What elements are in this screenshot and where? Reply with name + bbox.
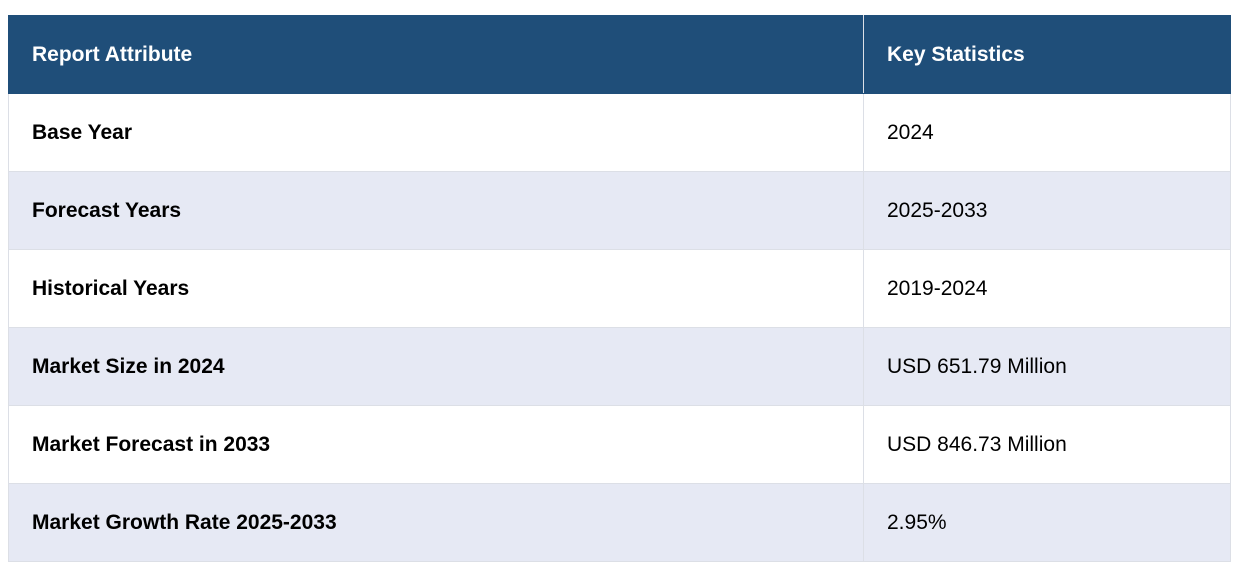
- table-row: Market Size in 2024 USD 651.79 Million: [8, 327, 1231, 406]
- attribute-cell: Historical Years: [8, 249, 864, 328]
- value-cell: 2019-2024: [863, 249, 1231, 328]
- header-row: Report Attribute Key Statistics: [8, 15, 1231, 94]
- table-header: Report Attribute Key Statistics: [8, 15, 1231, 94]
- attribute-cell: Market Forecast in 2033: [8, 405, 864, 484]
- header-key-statistics: Key Statistics: [863, 15, 1231, 94]
- table-row: Market Growth Rate 2025-2033 2.95%: [8, 483, 1231, 562]
- attribute-cell: Market Size in 2024: [8, 327, 864, 406]
- value-cell: 2.95%: [863, 483, 1231, 562]
- table-row: Forecast Years 2025-2033: [8, 171, 1231, 250]
- attribute-cell: Base Year: [8, 93, 864, 172]
- header-report-attribute: Report Attribute: [8, 15, 864, 94]
- table-body: Base Year 2024 Forecast Years 2025-2033 …: [8, 93, 1231, 562]
- value-cell: 2025-2033: [863, 171, 1231, 250]
- value-cell: 2024: [863, 93, 1231, 172]
- value-cell: USD 651.79 Million: [863, 327, 1231, 406]
- report-table-container: Report Attribute Key Statistics Base Yea…: [8, 15, 1231, 562]
- table-row: Market Forecast in 2033 USD 846.73 Milli…: [8, 405, 1231, 484]
- report-statistics-table: Report Attribute Key Statistics Base Yea…: [8, 15, 1231, 562]
- table-row: Historical Years 2019-2024: [8, 249, 1231, 328]
- table-row: Base Year 2024: [8, 93, 1231, 172]
- attribute-cell: Market Growth Rate 2025-2033: [8, 483, 864, 562]
- value-cell: USD 846.73 Million: [863, 405, 1231, 484]
- attribute-cell: Forecast Years: [8, 171, 864, 250]
